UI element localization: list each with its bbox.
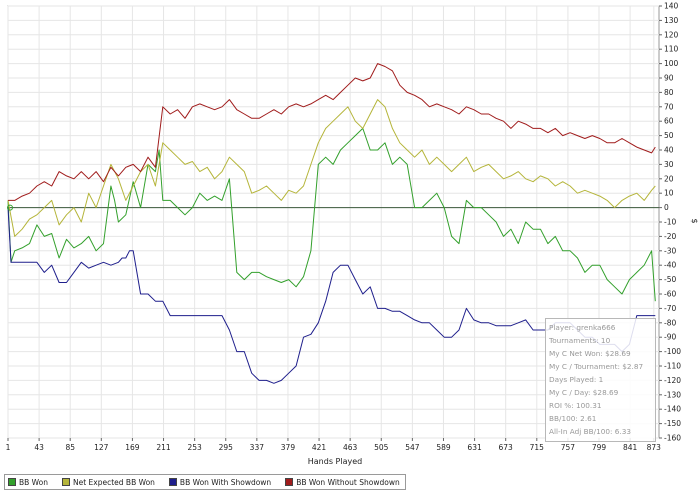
y-tick-label: -20 — [664, 232, 676, 241]
x-tick-label: 631 — [467, 443, 482, 452]
y-axis-title: $ — [690, 218, 699, 223]
roi: ROI %: 100.31 — [549, 401, 602, 410]
y-tick-label: 50 — [664, 131, 674, 140]
player-name: Player: grenka666 — [549, 323, 616, 332]
y-tick-label: 100 — [664, 59, 679, 68]
y-tick-label: -120 — [664, 376, 681, 385]
gridlines — [7, 5, 659, 439]
legend-swatch — [8, 478, 16, 486]
y-tick-label: 40 — [664, 146, 674, 155]
x-tick-label: 43 — [34, 443, 44, 452]
y-tick-label: 0 — [664, 203, 669, 212]
legend-item-net-expected: Net Expected BB Won — [62, 478, 155, 487]
legend-label: BB Won With Showdown — [179, 477, 272, 487]
series-line-net-expected-bb-won — [7, 99, 656, 237]
x-tick-label: 463 — [343, 443, 358, 452]
x-tick-label: 799 — [592, 443, 607, 452]
x-tick-label: 757 — [561, 443, 576, 452]
y-tick-label: -60 — [664, 290, 676, 299]
y-tick-label: -30 — [664, 246, 676, 255]
x-tick-label: 127 — [94, 443, 109, 452]
y-axis: 1401301201101009080706050403020100-10-20… — [659, 2, 681, 443]
x-tick-label: 211 — [156, 443, 171, 452]
x-tick-label: 253 — [187, 443, 202, 452]
legend-swatch — [62, 478, 70, 486]
y-tick-label: -130 — [664, 390, 681, 399]
y-tick-label: -70 — [664, 304, 676, 313]
x-tick-label: 379 — [281, 443, 296, 452]
x-tick-label: 169 — [125, 443, 140, 452]
x-tick-label: 337 — [250, 443, 265, 452]
x-tick-label: 841 — [623, 443, 638, 452]
x-tick-label: 421 — [312, 443, 327, 452]
y-tick-label: 80 — [664, 88, 674, 97]
x-axis: 1 43 85 127 169 211 253 295 337 379 421 463 505 547 58… — [6, 438, 662, 452]
y-tick-label: -160 — [664, 434, 681, 443]
legend-item-with-showdown: BB Won With Showdown — [168, 477, 272, 487]
legend-swatch — [168, 478, 177, 486]
y-tick-label: 70 — [664, 102, 674, 111]
y-tick-label: -90 — [664, 333, 676, 342]
legend-item-without-showdown: BB Won Without Showdown — [285, 478, 400, 487]
x-tick-label: 715 — [530, 443, 545, 452]
series-line-bb-won — [7, 127, 656, 302]
y-tick-label: -140 — [664, 405, 681, 414]
y-tick-label: 30 — [664, 160, 674, 169]
legend: BB Won Net Expected BB Won BB Won With S… — [4, 474, 406, 490]
per-tournament: My C / Tournament: $2.87 — [549, 362, 644, 371]
legend-label: BB Won Without Showdown — [296, 477, 400, 487]
days-played: Days Played: 1 — [549, 375, 604, 384]
stats-infobox: Player: grenka666 Tournaments: 10 My C N… — [545, 318, 656, 442]
y-tick-label: -110 — [664, 362, 681, 371]
net-won: My C Net Won: $28.69 — [549, 349, 631, 358]
x-tick-label: 1 — [6, 443, 11, 452]
y-tick-label: -150 — [664, 419, 681, 428]
x-tick-label: 873 — [647, 443, 662, 452]
start-marker — [7, 204, 13, 211]
y-tick-label: 90 — [664, 74, 674, 83]
y-tick-label: -50 — [664, 275, 676, 284]
y-tick-label: 20 — [664, 174, 674, 183]
y-tick-label: -40 — [664, 261, 676, 270]
x-tick-label: 547 — [405, 443, 420, 452]
legend-label: BB Won — [19, 477, 48, 487]
legend-swatch — [285, 478, 294, 486]
x-axis-title: Hands Played — [308, 457, 362, 466]
x-tick-label: 295 — [219, 443, 234, 452]
series-line-bb-won-without-showdown — [8, 63, 656, 201]
y-tick-label: 110 — [664, 45, 679, 54]
x-tick-label: 505 — [374, 443, 389, 452]
y-tick-label: 10 — [664, 189, 674, 198]
bb-per-100: BB/100: 2.61 — [549, 414, 597, 423]
allin-adj-bb-per-100: All-In Adj BB/100: 6.33 — [549, 427, 632, 436]
x-tick-label: 85 — [65, 443, 75, 452]
legend-label: Net Expected BB Won — [73, 477, 155, 487]
y-tick-label: -80 — [664, 318, 676, 327]
y-tick-label: 140 — [664, 2, 679, 11]
y-tick-label: 120 — [664, 30, 679, 39]
legend-item-bb-won: BB Won — [8, 478, 48, 487]
x-tick-label: 673 — [499, 443, 514, 452]
y-tick-label: 130 — [664, 16, 679, 25]
tournaments-count: Tournaments: 10 — [549, 336, 611, 345]
y-tick-label: -10 — [664, 218, 676, 227]
y-tick-label: -100 — [664, 347, 681, 356]
y-tick-label: 60 — [664, 117, 674, 126]
per-day: My C / Day: $28.69 — [549, 388, 619, 397]
x-tick-label: 589 — [436, 443, 451, 452]
